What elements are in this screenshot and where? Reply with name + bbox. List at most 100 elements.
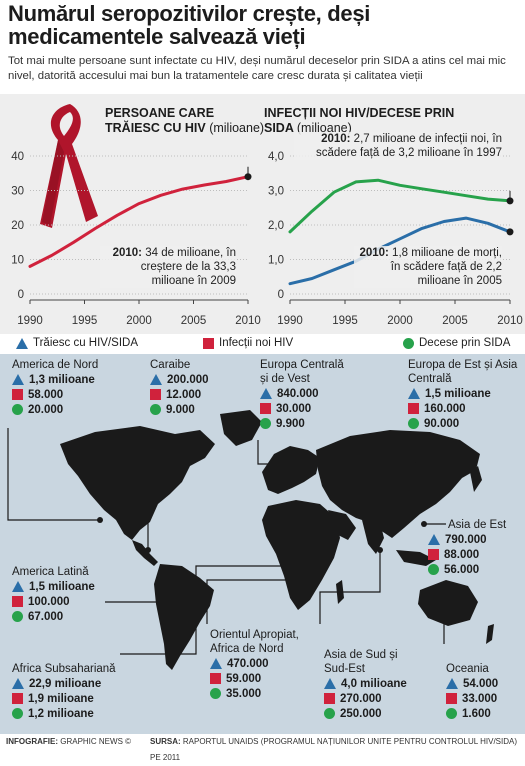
triangle-icon	[150, 374, 162, 385]
arabia-shape	[328, 510, 356, 540]
chart1-ytick-label: 0	[18, 289, 24, 301]
region-south-southeast-asia: Asia de Sud și Sud-Est 4,0 milioane 270.…	[324, 648, 424, 721]
square-icon	[12, 693, 23, 704]
square-icon	[428, 549, 439, 560]
region-sub-saharan-africa: Africa Subsahariană 22,9 milioane 1,9 mi…	[12, 662, 142, 721]
region-name: Africa Subsahariană	[12, 663, 116, 675]
leader-dot-africa-sub	[297, 563, 303, 569]
legend-new-label: Infecții noi HIV	[219, 337, 294, 349]
triangle-icon	[324, 678, 336, 689]
chart2-ytick-label: 2,0	[268, 220, 284, 232]
north-america-shape	[60, 426, 215, 540]
japan-shape	[470, 466, 482, 492]
region-name: Europa Centrală și de Vest	[260, 359, 344, 385]
stat-living: 22,9 milioane	[12, 676, 142, 691]
leader-dot-latin-america	[165, 599, 171, 605]
stat-living: 1,5 milioane	[408, 386, 520, 401]
se-asia-shape	[396, 550, 436, 566]
stat-new-value: 33.000	[462, 692, 498, 705]
region-north-america: America de Nord 1,3 milioane 58.000 20.0…	[12, 358, 132, 417]
leader-dots	[97, 459, 447, 617]
chart1-xtick-label: 2005	[181, 315, 207, 327]
new-zealand-shape	[486, 624, 494, 644]
africa-shape	[262, 500, 340, 610]
stat-new-value: 100.000	[28, 595, 70, 608]
region-central-west-europe: Europa Centrală și de Vest 840.000 30.00…	[260, 358, 350, 431]
leader-africa-sub	[120, 565, 300, 655]
leader-europe-east	[360, 440, 416, 463]
chart2-unit: (milioane)	[296, 121, 352, 135]
leader-dot-europe-east	[357, 459, 363, 465]
circle-icon	[403, 337, 414, 349]
chart1-ytick-label: 30	[11, 186, 24, 198]
stat-new: 1,9 milioane	[12, 691, 142, 706]
region-east-asia: Asia de Est 790.000 88.000 56.000	[428, 518, 520, 577]
continents	[60, 410, 494, 670]
legend-item-living: Trăiesc cu HIV/SIDA	[16, 337, 138, 349]
circle-icon	[324, 708, 335, 719]
stat-deaths-value: 67.000	[28, 610, 64, 623]
square-icon	[210, 673, 221, 684]
region-middle-east-north-africa: Orientul Apropiat, Africa de Nord 470.00…	[210, 628, 320, 701]
footer-source-label: SURSA:	[150, 737, 181, 746]
stat-deaths: 35.000	[210, 686, 320, 701]
region-name: Caraibe	[150, 359, 191, 371]
stat-new: 33.000	[446, 691, 522, 706]
chart2-xtick-label: 2010	[497, 315, 523, 327]
leader-dot-south-asia	[377, 547, 383, 553]
chart1-xtick-label: 1995	[72, 315, 98, 327]
stat-new: 100.000	[12, 594, 122, 609]
stat-deaths-value: 1.600	[462, 707, 491, 720]
circle-icon	[150, 404, 161, 415]
region-name: Orientul Apropiat, Africa de Nord	[210, 629, 299, 655]
leader-dot-middle-east	[287, 577, 293, 583]
stat-new-value: 270.000	[340, 692, 382, 705]
chart2-annotation-green-text: 2,7 milioane de infecții noi, în scădere…	[315, 133, 502, 159]
stat-new: 30.000	[260, 401, 350, 416]
stat-new: 160.000	[408, 401, 520, 416]
stat-deaths-value: 20.000	[28, 403, 64, 416]
stat-living-value: 1,3 milioane	[29, 373, 95, 386]
greenland-shape	[220, 410, 262, 446]
india-shape	[362, 520, 384, 554]
stat-new: 58.000	[12, 387, 132, 402]
chart1-xtick-label: 2010	[235, 315, 261, 327]
triangle-icon	[210, 658, 222, 669]
stat-new-value: 88.000	[444, 548, 480, 561]
chart2-series-endpoint-1	[506, 228, 514, 236]
leader-lines	[7, 428, 446, 655]
stat-deaths: 9.000	[150, 402, 240, 417]
legend-living-label: Trăiesc cu HIV/SIDA	[33, 337, 139, 349]
chart1-xtick-label: 2000	[126, 315, 152, 327]
chart2-title: INFECȚII NOI HIV/DECESE PRIN SIDA (milio…	[264, 106, 464, 136]
leader-dot-caribbean	[145, 547, 151, 553]
asia-shape	[316, 430, 480, 538]
chart1-xtick-label: 1990	[17, 315, 43, 327]
europe-shape	[262, 446, 320, 494]
stat-new-value: 12.000	[166, 388, 202, 401]
stat-deaths-value: 9.000	[166, 403, 195, 416]
stat-new: 59.000	[210, 671, 320, 686]
legend-item-deaths: Decese prin SIDA	[403, 337, 510, 349]
page-title: Numărul seropozitivilor crește, deși med…	[8, 1, 371, 49]
circle-icon	[12, 404, 23, 415]
square-icon	[150, 389, 161, 400]
central-america-shape	[132, 540, 158, 566]
chart1-series-line-0	[28, 175, 250, 268]
triangle-icon	[12, 678, 24, 689]
chart2-series-line-1	[288, 216, 512, 286]
circle-icon	[446, 708, 457, 719]
chart1-annotation-text: 34 de milioane, în creștere de la 33,3 m…	[140, 247, 236, 287]
square-icon	[260, 403, 271, 414]
chart1-ytick-label: 10	[11, 255, 24, 267]
chart2-xtick-label: 1995	[332, 315, 358, 327]
legend-item-new: Infecții noi HIV	[203, 337, 293, 349]
stat-living-value: 840.000	[277, 387, 319, 400]
stat-living-value: 22,9 milioane	[29, 677, 102, 690]
stat-living: 54.000	[446, 676, 522, 691]
stat-living: 1,5 milioane	[12, 579, 122, 594]
stat-living-value: 1,5 milioane	[425, 387, 491, 400]
triangle-icon	[12, 581, 24, 592]
legend-deaths-label: Decese prin SIDA	[419, 337, 511, 349]
chart1-ytick-label: 20	[11, 220, 24, 232]
